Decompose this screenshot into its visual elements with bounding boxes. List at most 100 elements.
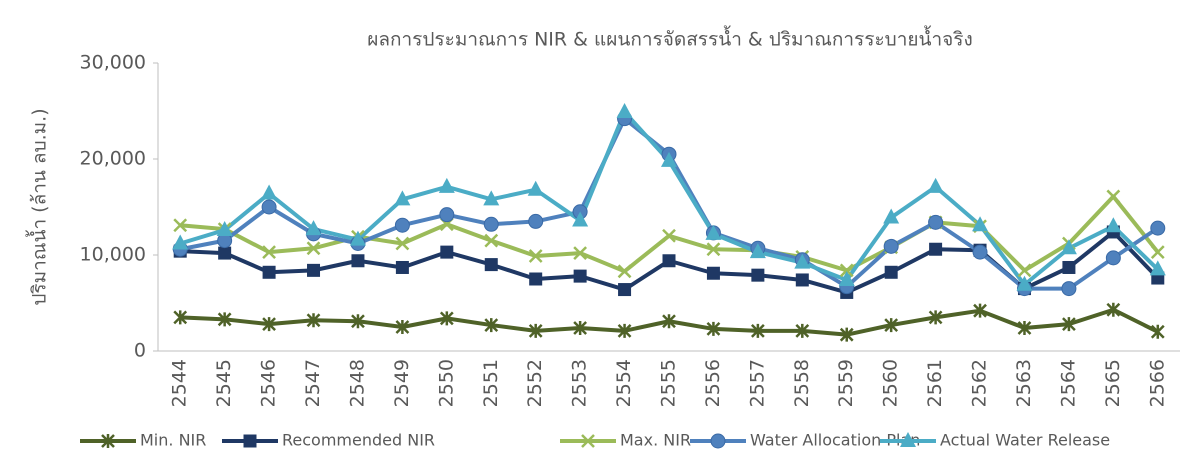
marker <box>394 190 411 206</box>
marker <box>662 314 676 329</box>
legend-label: Recommended NIR <box>282 431 435 450</box>
marker <box>1062 317 1076 332</box>
marker <box>262 245 276 260</box>
marker <box>839 327 854 342</box>
marker <box>749 243 766 259</box>
marker <box>884 318 899 333</box>
legend-label: Water Allocation Plan <box>750 431 920 450</box>
marker <box>439 207 455 223</box>
marker <box>839 263 854 278</box>
x-tick-label: 2552 <box>524 359 546 407</box>
x-tick-label: 2562 <box>969 359 991 407</box>
marker <box>1017 320 1032 335</box>
marker <box>484 318 499 333</box>
marker <box>262 265 276 279</box>
marker <box>395 236 410 251</box>
marker <box>173 218 188 233</box>
y-tick-label: 10,000 <box>80 244 146 266</box>
marker <box>395 260 409 274</box>
marker <box>484 258 498 272</box>
marker <box>529 272 543 286</box>
marker <box>351 314 365 329</box>
y-axis-label: ปริมาณน้ำ (ล้าน ลบ.ม.) <box>26 108 51 305</box>
marker <box>1150 245 1165 260</box>
marker <box>1017 263 1032 278</box>
marker <box>1062 260 1076 274</box>
marker <box>218 246 232 260</box>
x-tick-label: 2554 <box>613 359 635 407</box>
marker <box>528 249 543 263</box>
marker <box>101 434 115 448</box>
marker <box>972 244 988 260</box>
marker <box>1105 250 1121 266</box>
x-tick-label: 2565 <box>1102 359 1124 407</box>
marker <box>1150 324 1165 339</box>
marker <box>750 323 765 338</box>
marker <box>706 266 720 280</box>
marker <box>710 433 726 449</box>
marker <box>1105 217 1122 233</box>
x-tick-label: 2550 <box>435 359 457 407</box>
marker <box>306 241 321 256</box>
marker <box>483 190 500 206</box>
marker <box>261 184 278 200</box>
marker <box>262 317 276 332</box>
x-tick-label: 2555 <box>658 359 680 407</box>
marker <box>1106 189 1121 204</box>
x-tick-label: 2559 <box>835 359 857 407</box>
marker <box>618 283 632 297</box>
marker <box>305 220 322 236</box>
marker <box>900 432 916 447</box>
marker <box>243 434 257 448</box>
x-tick-label: 2561 <box>924 359 946 407</box>
marker <box>751 268 765 282</box>
marker <box>928 310 943 325</box>
x-tick-label: 2547 <box>302 359 324 407</box>
marker <box>307 263 321 277</box>
legend-label: Actual Water Release <box>940 431 1110 450</box>
marker <box>527 180 544 196</box>
marker <box>438 177 455 193</box>
x-tick-label: 2553 <box>569 359 591 407</box>
marker <box>440 245 454 259</box>
marker <box>173 310 188 325</box>
marker <box>484 233 499 248</box>
legend-label: Max. NIR <box>620 431 691 450</box>
marker <box>928 214 944 230</box>
marker <box>972 216 989 232</box>
marker <box>349 230 366 246</box>
marker <box>395 320 410 334</box>
marker <box>884 265 898 279</box>
y-tick-label: 0 <box>134 340 146 362</box>
x-tick-label: 2563 <box>1013 359 1035 407</box>
x-tick-label: 2549 <box>391 359 413 407</box>
marker <box>929 242 943 256</box>
marker <box>528 323 543 338</box>
marker <box>573 246 588 260</box>
marker <box>706 242 721 257</box>
marker <box>1150 220 1166 236</box>
marker <box>838 270 855 286</box>
marker <box>217 312 232 327</box>
x-tick-label: 2560 <box>880 359 902 407</box>
marker <box>1016 275 1033 291</box>
marker <box>616 102 633 118</box>
x-tick-label: 2544 <box>169 359 191 407</box>
marker <box>927 177 944 193</box>
x-tick-label: 2558 <box>791 359 813 407</box>
x-tick-label: 2546 <box>258 359 280 407</box>
marker <box>1106 302 1121 317</box>
marker <box>883 238 899 254</box>
marker <box>581 434 595 448</box>
marker <box>573 269 587 283</box>
marker <box>172 234 189 250</box>
x-tick-label: 2566 <box>1146 359 1168 407</box>
x-tick-label: 2557 <box>746 359 768 407</box>
legend-label: Min. NIR <box>140 431 206 450</box>
marker <box>795 323 810 338</box>
x-tick-label: 2548 <box>346 359 368 407</box>
x-tick-label: 2551 <box>480 359 502 407</box>
marker <box>572 211 589 227</box>
x-tick-label: 2556 <box>702 359 724 407</box>
